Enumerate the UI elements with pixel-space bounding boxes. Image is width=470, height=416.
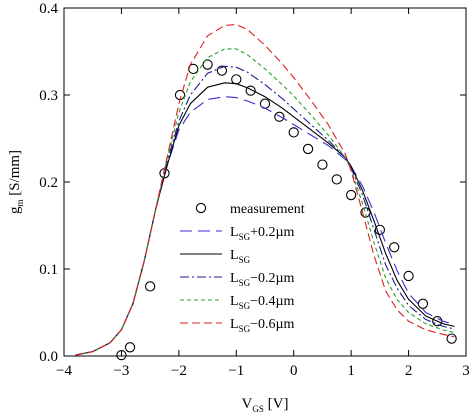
x-tick-label: −3 (113, 363, 129, 379)
x-tick-label: 3 (462, 363, 470, 379)
y-tick-label: 0.4 (39, 1, 58, 17)
legend-item-lsg_minus_0_4: LSG−0.4µm (180, 294, 295, 311)
measurement-point (446, 333, 457, 344)
measurement-point (116, 349, 127, 361)
x-tick-label: −1 (228, 363, 244, 379)
measurement-point (417, 298, 429, 309)
x-tick-label: −4 (56, 363, 72, 379)
measurement-point (288, 127, 299, 138)
y-tick-label: 0.0 (39, 349, 58, 365)
series-lsg (75, 82, 455, 356)
measurement-point (403, 270, 414, 282)
measurement-point (124, 342, 136, 353)
legend-label: LSG (230, 248, 251, 265)
legend-label: measurement (230, 202, 305, 217)
series-lsg_minus_0_6 (75, 23, 455, 356)
y-axis-label: gm [S/mm] (7, 150, 25, 214)
legend-marker (195, 202, 207, 214)
y-tick-label: 0.1 (39, 262, 58, 278)
legend-item-measurement: measurement (195, 202, 305, 217)
legend-label: LSG+0.2µm (230, 225, 295, 242)
measurement-point (389, 242, 400, 253)
axis-ticks (63, 7, 467, 357)
legend-label: LSG−0.6µm (230, 317, 295, 334)
measurement-point (245, 85, 256, 96)
measurement-point (374, 224, 386, 235)
series-lsg_minus_0_2 (75, 65, 455, 356)
measurement-point (202, 59, 213, 70)
x-tick-label: 0 (290, 363, 298, 379)
legend-label: LSG−0.2µm (230, 271, 295, 288)
measurement-point (345, 189, 357, 201)
y-tick-label: 0.2 (39, 175, 58, 191)
legend-label: LSG−0.4µm (230, 294, 295, 311)
measurement-point (231, 74, 242, 85)
legend-item-lsg_minus_0_2: LSG−0.2µm (180, 271, 295, 288)
series-measurement (116, 59, 457, 361)
measurement-point (274, 111, 285, 122)
y-tick-label: 0.3 (39, 88, 58, 104)
measurement-point (144, 281, 156, 292)
x-tick-label: 1 (347, 363, 355, 379)
series-line-lsg (75, 82, 455, 356)
x-tick-labels: −4 −3 −2 −1 0 1 2 3 (56, 363, 470, 379)
measurement-point (360, 207, 371, 218)
series-line-lsg_minus_0_6 (75, 23, 455, 356)
series-layer (75, 23, 457, 361)
measurement-point (216, 65, 228, 76)
measurement-point (331, 174, 342, 185)
x-tick-label: −2 (171, 363, 187, 379)
x-tick-label: 2 (405, 363, 413, 379)
legend: measurement LSG+0.2µm LSG LSG−0.2µm LSG−0.4µ… (180, 202, 305, 334)
measurement-point (317, 159, 328, 170)
legend-item-lsg_plus_0_2: LSG+0.2µm (180, 225, 295, 242)
legend-item-lsg_minus_0_6: LSG−0.6µm (180, 317, 295, 334)
x-axis-label: VGS [V] (242, 396, 289, 414)
series-line-lsg_minus_0_2 (75, 65, 455, 356)
y-tick-labels: 0.0 0.1 0.2 0.3 0.4 (39, 1, 58, 365)
measurement-point (302, 143, 314, 155)
legend-item-lsg: LSG (180, 248, 251, 265)
